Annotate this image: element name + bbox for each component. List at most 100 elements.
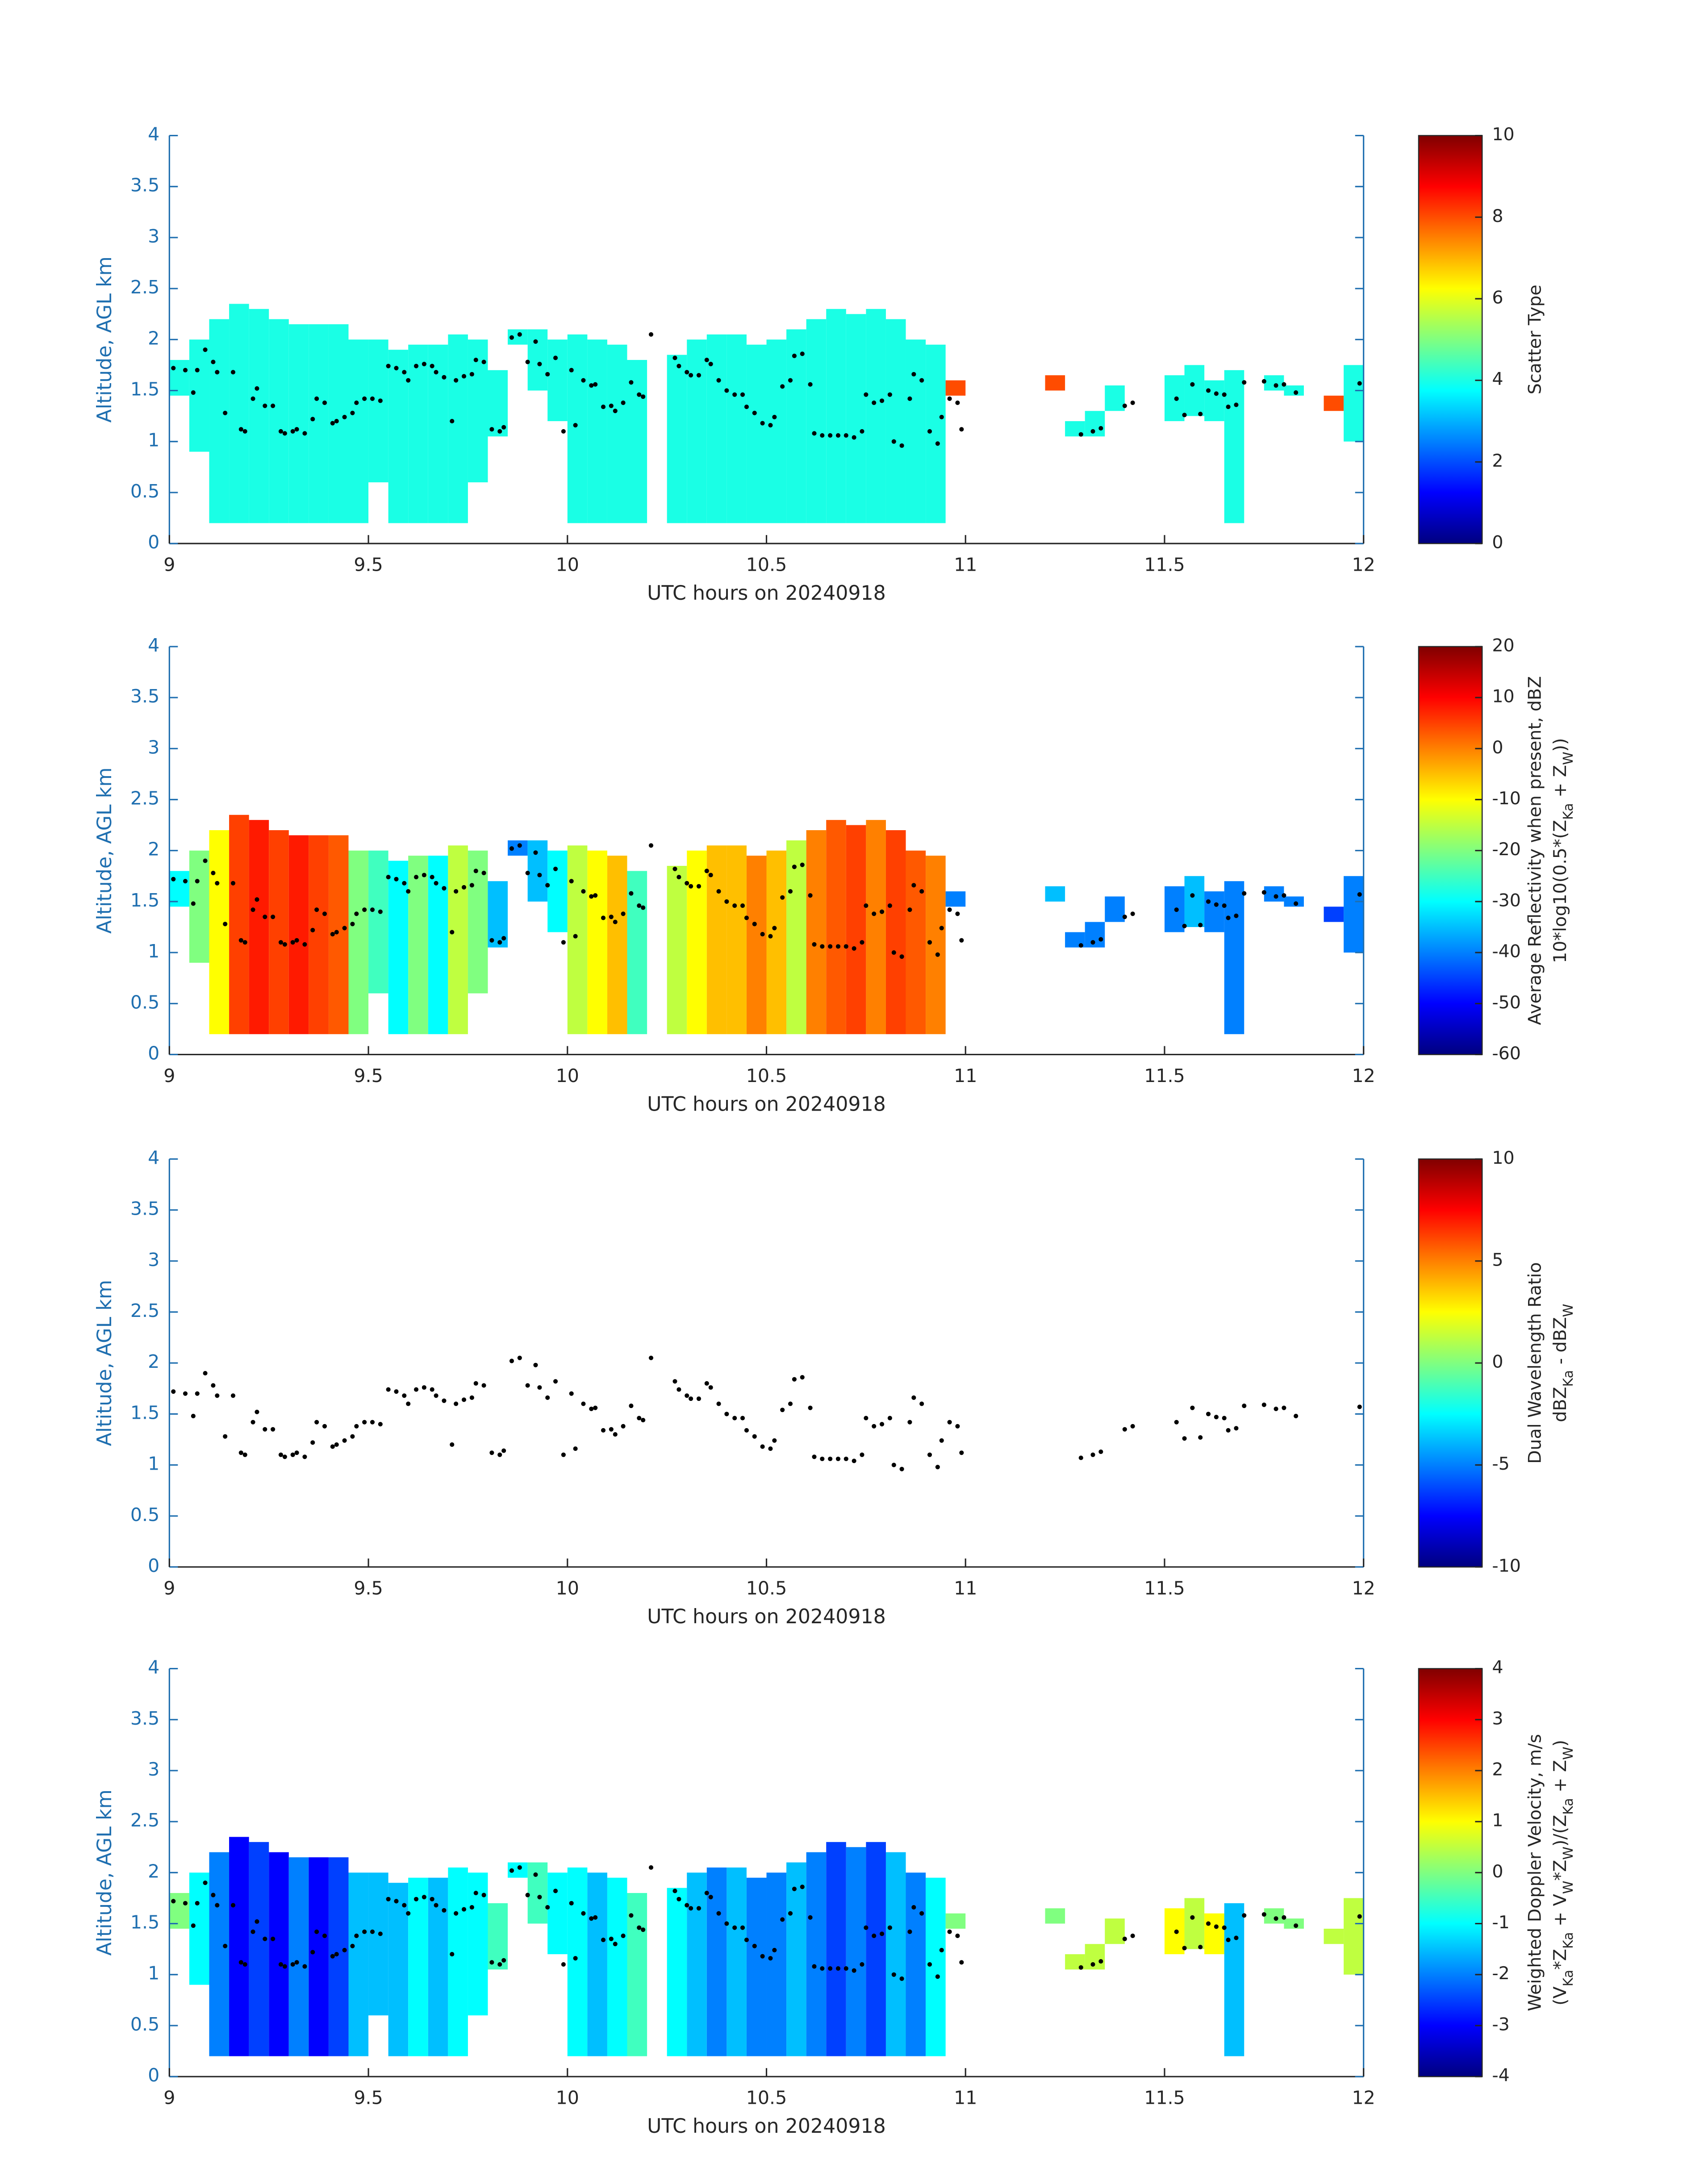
colorbar-tick-label: -60 [1492,1043,1521,1064]
colorbar-label-subscript: W [1561,1881,1576,1894]
field-cell [567,334,588,523]
cloud-top-point [1122,1936,1127,1941]
x-tick-label: 9 [163,1065,175,1086]
cloud-top-point [1090,1452,1095,1457]
field-cell [627,1893,647,2056]
field-cell [1105,1918,1125,1944]
cloud-top-point [939,926,944,931]
colorbar-tick-label: 2 [1492,1759,1503,1780]
field-cell [766,850,787,1034]
cloud-top-point [872,1933,877,1939]
colorbar-tick-label: 20 [1492,635,1514,656]
cloud-top-point [1242,891,1247,896]
cloud-top-point [864,1416,869,1421]
field-cell [1324,395,1344,411]
field-cell [547,850,568,932]
field-cell [1045,375,1065,391]
field-cell [746,344,767,523]
field-cell [766,1872,787,2056]
cloud-top-point [708,873,713,877]
cloud-top-point [294,1960,299,1965]
field-cell [1085,1944,1105,1970]
cloud-top-point [621,400,626,405]
colorbar-label-part: + V [1550,1894,1570,1932]
cloud-top-point [828,944,833,949]
cloud-top-point [191,1413,196,1419]
cloud-top-point [553,1889,558,1893]
cloud-top-point [820,944,825,949]
cloud-top-point [752,922,757,927]
cloud-top-point [641,394,646,399]
cloud-top-point [1190,893,1195,898]
cloud-top-point [454,378,459,383]
field-cell [368,850,388,994]
cloud-top-point [553,1379,558,1384]
cloud-top-point [955,400,960,405]
field-cell [189,339,209,452]
cloud-top-point [450,930,455,935]
cloud-top-point [788,1911,793,1916]
cloud-top-point [593,382,598,387]
cloud-top-point [238,1450,243,1455]
field-cell [1264,1908,1284,1924]
cloud-top-point [1090,1962,1095,1967]
field-cell [1204,891,1224,932]
field-cell [1184,1898,1205,1949]
field-cell [428,856,448,1034]
cloud-top-point [752,410,757,415]
cloud-top-point [1294,1923,1299,1928]
field-cell [189,1872,209,1985]
cloud-top-point [1357,1404,1362,1409]
field-cell [1284,1918,1304,1929]
cloud-top-point [1242,1404,1247,1408]
y-tick-label: 2 [148,839,159,860]
field-cell [368,339,388,483]
cloud-top-point [907,1929,912,1934]
x-tick-label: 12 [1352,2087,1375,2109]
cloud-top-point [772,926,777,931]
cloud-top-point [350,1434,355,1439]
cloud-top-point [589,1916,594,1921]
cloud-top-point [569,368,574,372]
field-cell [1105,896,1125,922]
cloud-top-point [581,889,586,894]
cloud-top-point [879,398,885,403]
cloud-top-point [899,1976,904,1981]
cloud-top-point [1214,391,1219,396]
colorbar-tick-label: 0 [1492,1352,1503,1372]
cloud-top-point [497,429,502,434]
cloud-top-point [294,427,299,432]
colorbar-tick-label: 2 [1492,451,1503,471]
cloud-top-point [434,881,438,886]
cloud-top-point [1226,915,1231,920]
colorbar-label: Dual Wavelength Ratio [1524,1262,1545,1463]
cloud-top-point [800,1375,805,1380]
cloud-top-point [330,421,335,426]
cloud-top-point [704,1890,709,1896]
cloud-top-point [402,1903,407,1908]
x-tick-label: 9 [163,554,175,576]
cloud-top-point [469,883,474,888]
x-tick-label: 10.5 [746,1578,787,1599]
field-cell [806,319,827,523]
cloud-top-point [342,926,347,931]
cloud-top-point [959,1450,964,1455]
colorbar-tick-label: -50 [1492,992,1521,1013]
cloud-top-point [501,425,506,430]
cloud-top-point [907,396,912,401]
cloud-top-point [322,911,327,916]
cloud-top-point [689,1396,693,1401]
cloud-top-point [685,881,689,886]
cloud-top-point [648,1865,654,1870]
cloud-top-point [1122,403,1127,408]
cloud-top-point [386,875,391,880]
y-tick-label: 0 [148,2064,159,2086]
cloud-top-point [454,889,459,894]
cloud-top-point [1198,412,1203,417]
cloud-top-point [501,1448,506,1453]
cloud-top-point [509,335,514,340]
cloud-top-point [919,1911,924,1916]
cloud-top-point [835,433,841,438]
colorbar-tick-label: 5 [1492,1249,1503,1270]
cloud-top-point [812,1454,817,1459]
